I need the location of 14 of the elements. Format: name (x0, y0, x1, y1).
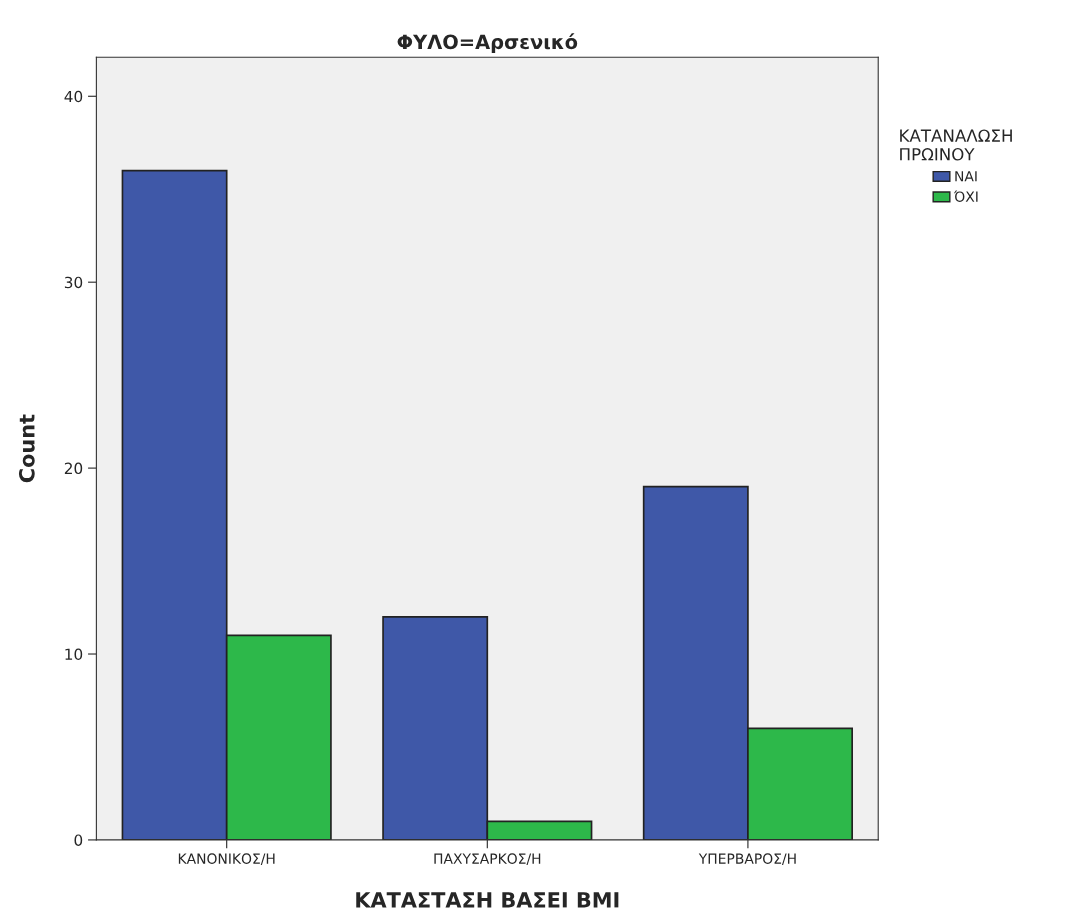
y-tick-label: 40 (64, 90, 83, 103)
x-tick-label: ΚΑΝΟΝΙΚΟΣ/Η (178, 853, 275, 865)
legend-label: ΌΧΙ (953, 190, 978, 202)
y-tick-label: 10 (65, 648, 83, 661)
x-axis-title: ΚΑΤΑΣΤΑΣΗ ΒΑΣΕΙ BMI (356, 892, 619, 908)
x-tick-label: ΥΠΕΡΒΑΡΟΣ/Η (698, 853, 796, 865)
y-axis-title: Count (18, 414, 35, 483)
legend-label: ΝΑΙ (955, 171, 977, 182)
y-tick-label: 30 (64, 276, 83, 289)
legend-title: ΚΑΤΑΝΑΛΩΣΗ ΠΡΩΙΝΟΥ (900, 129, 1012, 161)
y-tick-label: 20 (64, 462, 83, 475)
x-tick-label: ΠΑΧΥΣΑΡΚΟΣ/Η (434, 853, 541, 865)
y-tick-label: 0 (74, 834, 83, 846)
chart-title: ΦΥΛΟ=Αρσενικό (397, 33, 578, 53)
